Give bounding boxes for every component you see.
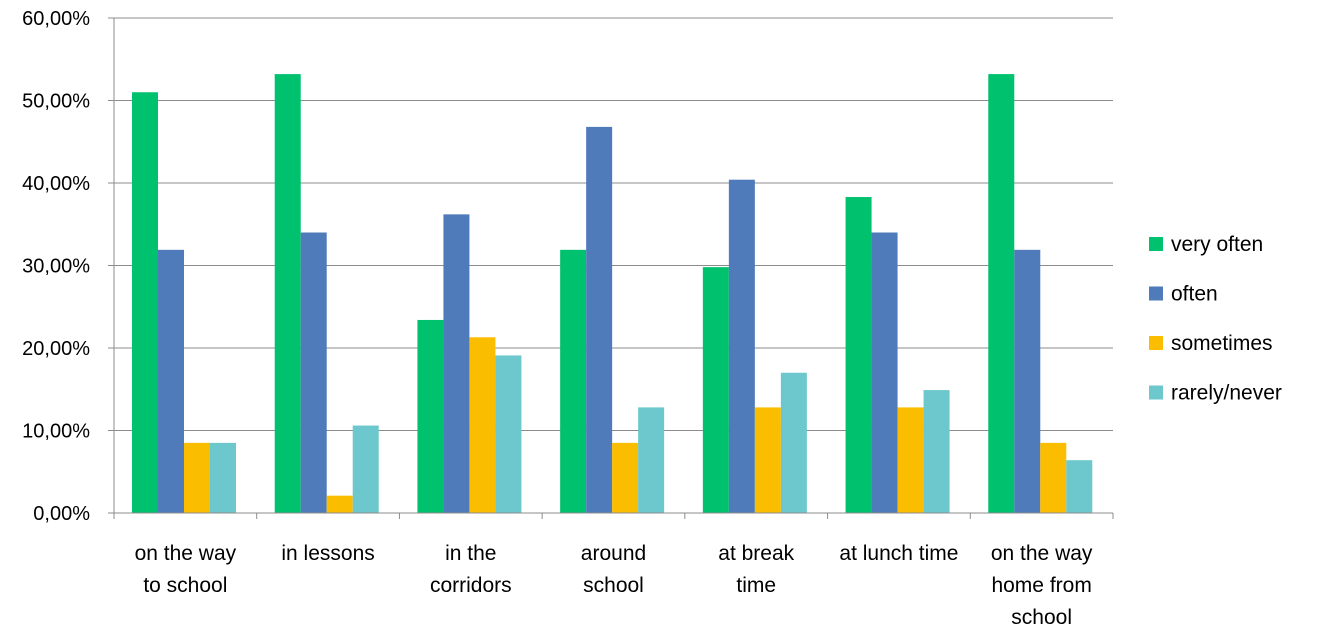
x-tick-label: to school: [143, 574, 227, 597]
bar-sometimes: [469, 337, 496, 513]
legend-swatch: [1149, 237, 1163, 251]
bar-very-often: [845, 197, 872, 513]
bar-very-often: [132, 92, 158, 513]
y-tick-label: 60,00%: [22, 8, 90, 30]
bar-often: [1014, 249, 1041, 513]
bar-rarely-never: [352, 425, 379, 513]
bar-very-often: [702, 267, 729, 513]
bars: [132, 74, 1093, 514]
y-tick-label: 30,00%: [22, 256, 90, 278]
x-tick-label: school: [1011, 606, 1072, 626]
bar-sometimes: [326, 495, 353, 513]
bar-often: [871, 232, 898, 513]
x-tick-label: time: [736, 574, 776, 597]
bar-rarely-never: [638, 407, 665, 513]
y-tick-label: 40,00%: [22, 173, 90, 195]
x-tick-label: in lessons: [281, 542, 374, 565]
x-tick-label: at break: [718, 542, 794, 565]
bar-often: [443, 214, 470, 513]
legend-label: often: [1171, 283, 1218, 306]
x-tick-label: at lunch time: [839, 542, 958, 565]
bar-sometimes: [1040, 442, 1067, 513]
bar-rarely-never: [210, 442, 236, 513]
y-axis-tick-labels: 0,00% 10,00% 20,00% 30,00% 40,00% 50,00% 60,00…: [22, 8, 90, 525]
bar-often: [300, 232, 327, 513]
y-tick-label: 0,00%: [33, 503, 90, 525]
bar-often: [586, 126, 613, 514]
x-tick-label: on the way: [135, 542, 237, 565]
x-tick-label: around: [581, 542, 646, 565]
bar-often: [158, 249, 184, 513]
x-tick-label: corridors: [430, 574, 512, 597]
y-tick-label: 20,00%: [22, 338, 90, 360]
legend-swatch: [1149, 385, 1163, 400]
legend-swatch: [1149, 286, 1163, 301]
legend-label: sometimes: [1171, 332, 1273, 355]
bar-rarely-never: [923, 390, 950, 513]
y-tick-label: 50,00%: [22, 91, 90, 113]
bar-often: [728, 179, 755, 513]
gridlines: [114, 17, 1113, 431]
bar-sometimes: [754, 407, 781, 513]
axes: [108, 17, 1114, 519]
bar-sometimes: [612, 442, 639, 513]
bar-sometimes: [897, 407, 924, 513]
y-tick-label: 10,00%: [22, 421, 90, 443]
legend-swatch: [1149, 336, 1163, 350]
x-tick-label: school: [583, 574, 644, 597]
bar-very-often: [560, 249, 587, 513]
x-tick-label: in the: [445, 542, 496, 565]
bar-sometimes: [184, 442, 210, 513]
bar-very-often: [274, 74, 301, 513]
bar-very-often: [417, 319, 444, 513]
legend-label: rarely/never: [1171, 382, 1282, 405]
bar-rarely-never: [1066, 460, 1093, 513]
x-tick-label: home from: [991, 574, 1091, 597]
legend-label: very often: [1171, 233, 1263, 256]
legend: very often often sometimes rarely/never: [1149, 233, 1282, 405]
bar-very-often: [988, 74, 1015, 513]
bar-rarely-never: [495, 355, 522, 513]
bar-rarely-never: [780, 372, 807, 513]
x-tick-label: on the way: [991, 542, 1093, 565]
x-axis-tick-labels: on the way to school in lessons in the corri…: [135, 542, 1093, 626]
